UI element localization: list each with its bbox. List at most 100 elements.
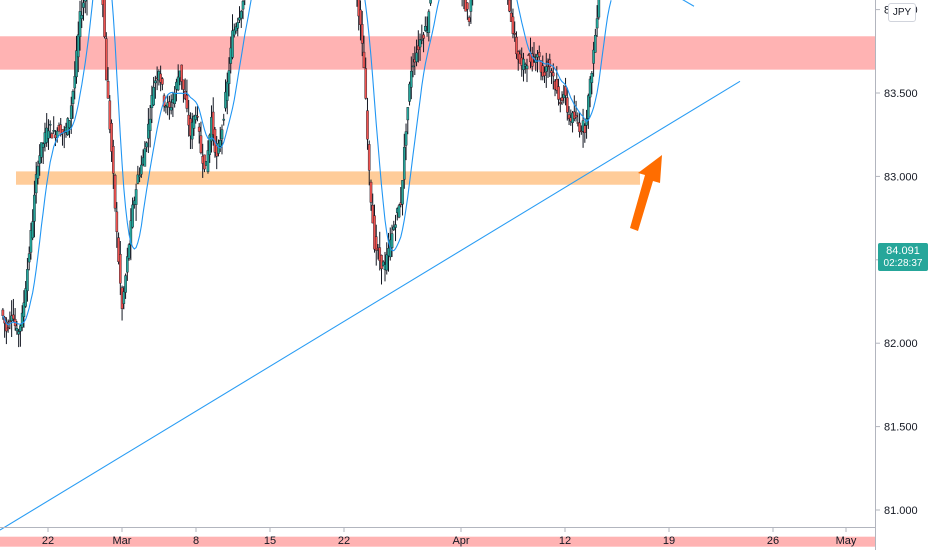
candle[interactable]: [159, 73, 162, 83]
candle[interactable]: [50, 133, 54, 139]
candle[interactable]: [48, 124, 52, 126]
candle[interactable]: [583, 125, 587, 133]
candle[interactable]: [592, 49, 595, 64]
candle[interactable]: [185, 94, 189, 109]
candle[interactable]: [161, 78, 164, 85]
candle[interactable]: [52, 130, 56, 132]
candle[interactable]: [381, 261, 385, 267]
candle[interactable]: [595, 18, 599, 29]
candle[interactable]: [357, 0, 361, 17]
candle[interactable]: [222, 118, 226, 121]
candle[interactable]: [541, 65, 545, 77]
candle[interactable]: [80, 15, 84, 19]
candle[interactable]: [129, 220, 133, 245]
candle[interactable]: [562, 94, 566, 99]
candle[interactable]: [574, 115, 578, 118]
candle[interactable]: [404, 131, 408, 146]
candle[interactable]: [408, 83, 411, 102]
candle[interactable]: [366, 110, 369, 140]
candle[interactable]: [182, 79, 185, 90]
candle[interactable]: [113, 174, 117, 209]
candle[interactable]: [136, 174, 140, 184]
candle[interactable]: [588, 78, 592, 98]
candle[interactable]: [180, 64, 183, 82]
candle[interactable]: [164, 106, 168, 108]
candle[interactable]: [590, 73, 594, 83]
candle[interactable]: [138, 175, 141, 178]
candle[interactable]: [401, 180, 404, 205]
candle[interactable]: [145, 142, 148, 148]
candle[interactable]: [239, 11, 243, 19]
candle[interactable]: [231, 30, 234, 58]
candle[interactable]: [555, 79, 559, 91]
candle[interactable]: [218, 140, 222, 147]
candle[interactable]: [196, 116, 199, 118]
candle[interactable]: [34, 174, 38, 194]
candle[interactable]: [530, 53, 534, 67]
candle[interactable]: [578, 122, 581, 133]
candle[interactable]: [234, 26, 238, 32]
candle[interactable]: [232, 29, 236, 36]
candle[interactable]: [558, 102, 562, 104]
candle[interactable]: [394, 224, 397, 228]
candle[interactable]: [104, 38, 108, 81]
candle[interactable]: [71, 91, 75, 104]
candle[interactable]: [385, 254, 389, 271]
candle[interactable]: [143, 148, 147, 167]
candle[interactable]: [511, 16, 515, 34]
candle[interactable]: [192, 116, 196, 129]
candle[interactable]: [134, 189, 138, 205]
candle[interactable]: [27, 253, 31, 263]
candle[interactable]: [567, 114, 571, 120]
candle[interactable]: [360, 24, 364, 44]
candle[interactable]: [176, 76, 180, 91]
candle[interactable]: [15, 328, 19, 332]
candle[interactable]: [550, 70, 553, 74]
candle[interactable]: [106, 81, 110, 99]
candle[interactable]: [402, 147, 406, 180]
candle[interactable]: [594, 35, 597, 53]
candle[interactable]: [238, 17, 241, 21]
candle[interactable]: [597, 0, 601, 18]
candle[interactable]: [371, 204, 375, 224]
candle[interactable]: [564, 86, 567, 96]
candle[interactable]: [429, 0, 432, 4]
candle[interactable]: [20, 312, 24, 328]
candle[interactable]: [26, 269, 29, 292]
candle[interactable]: [115, 211, 119, 232]
candle[interactable]: [122, 291, 126, 304]
candle[interactable]: [101, 0, 105, 5]
candle[interactable]: [140, 164, 143, 175]
candle[interactable]: [427, 11, 431, 33]
candle[interactable]: [173, 92, 176, 105]
candle[interactable]: [513, 33, 517, 35]
candle[interactable]: [24, 288, 27, 307]
candle[interactable]: [148, 118, 152, 132]
candle[interactable]: [551, 72, 555, 77]
candle[interactable]: [126, 256, 129, 273]
candle[interactable]: [467, 17, 471, 22]
candle[interactable]: [367, 144, 371, 171]
candle[interactable]: [566, 97, 569, 113]
candle[interactable]: [406, 107, 410, 121]
candle[interactable]: [183, 90, 187, 99]
candle[interactable]: [420, 39, 424, 41]
candle[interactable]: [392, 226, 396, 230]
candle[interactable]: [525, 65, 529, 70]
candle[interactable]: [68, 120, 71, 128]
candle[interactable]: [76, 34, 80, 58]
candle[interactable]: [217, 143, 220, 154]
candle[interactable]: [154, 80, 157, 84]
candle[interactable]: [17, 331, 20, 335]
candle[interactable]: [119, 253, 122, 284]
candle[interactable]: [359, 9, 362, 25]
candle[interactable]: [469, 0, 473, 12]
candle[interactable]: [587, 95, 590, 119]
candle[interactable]: [508, 0, 511, 12]
candle[interactable]: [220, 129, 224, 140]
candle[interactable]: [110, 123, 113, 152]
candle[interactable]: [83, 0, 87, 2]
candle[interactable]: [147, 123, 150, 139]
candle[interactable]: [208, 134, 212, 155]
candle[interactable]: [515, 36, 518, 55]
